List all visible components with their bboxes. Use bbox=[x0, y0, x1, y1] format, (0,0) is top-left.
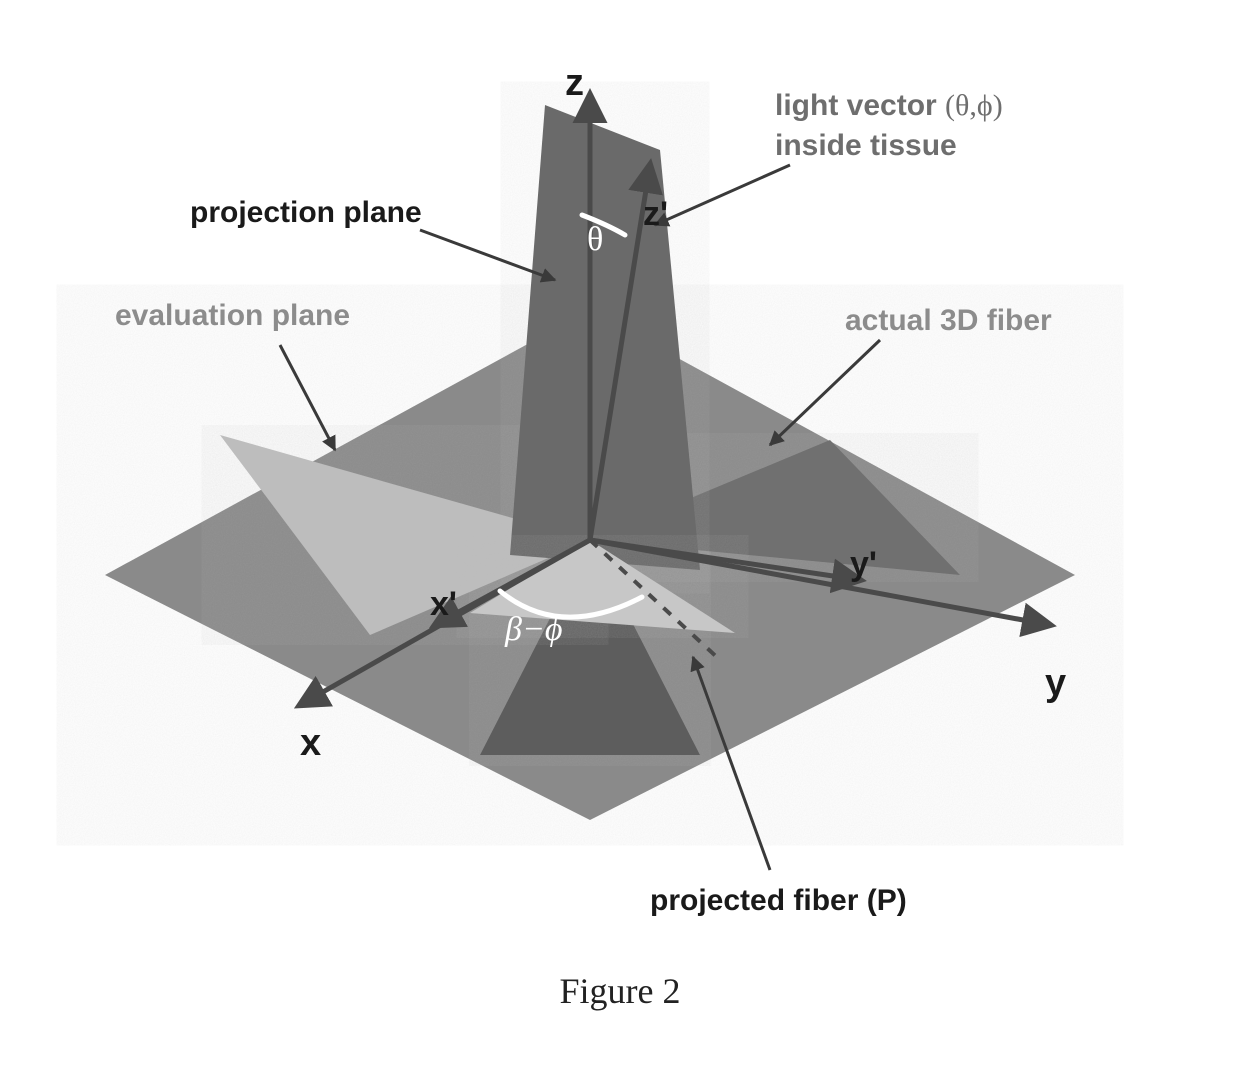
label-y: y bbox=[1045, 662, 1066, 704]
label-xp: x' bbox=[430, 585, 457, 623]
label-light-vector-line2: inside tissue bbox=[775, 129, 957, 162]
label-projection-plane: projection plane bbox=[190, 196, 422, 229]
label-yp: y' bbox=[850, 545, 877, 583]
figure-caption: Figure 2 bbox=[0, 970, 1240, 1012]
label-actual-3d-fiber: actual 3D fiber bbox=[845, 304, 1052, 337]
label-z: z bbox=[565, 62, 584, 104]
label-x: x bbox=[300, 722, 321, 764]
figure-stage: z z' x x' y y' θ β−ϕ projection plane light vecto… bbox=[0, 0, 1240, 1080]
label-projected-fiber: projected fiber (P) bbox=[650, 884, 907, 917]
label-evaluation-plane: evaluation plane bbox=[115, 299, 350, 332]
label-theta: θ bbox=[587, 221, 603, 258]
label-beta-minus-phi: β−ϕ bbox=[504, 611, 563, 648]
label-zp: z' bbox=[643, 195, 668, 233]
diagram-svg: z z' x x' y y' θ β−ϕ projection plane light vecto… bbox=[0, 0, 1240, 1080]
label-light-vector-line1: light vector (θ,ϕ) bbox=[775, 89, 1003, 122]
projection-plane bbox=[510, 105, 700, 570]
